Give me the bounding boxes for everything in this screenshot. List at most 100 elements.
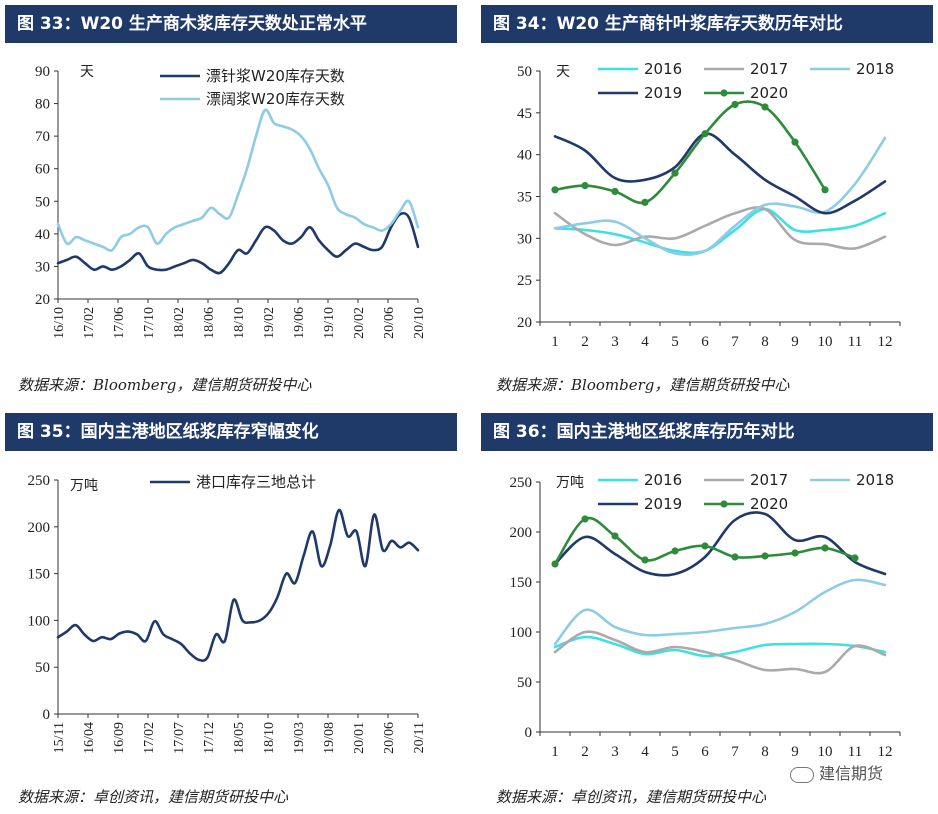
unit-label: 万吨 xyxy=(556,475,584,491)
unit-label: 天 xyxy=(80,64,94,80)
x-tick-label: 17/02 xyxy=(142,722,157,754)
unit-label: 天 xyxy=(556,64,570,80)
y-tick-label: 150 xyxy=(510,575,533,591)
x-tick-label: 17/10 xyxy=(142,307,157,339)
x-tick-label: 18/10 xyxy=(232,307,247,339)
x-tick-label: 18/10 xyxy=(262,722,277,754)
legend-label: 2019 xyxy=(644,84,682,102)
legend-label: 漂针浆W20库存天数 xyxy=(206,67,345,85)
x-tick-label: 2 xyxy=(581,334,589,350)
x-tick-label: 10 xyxy=(818,334,833,350)
data-point-2020 xyxy=(671,169,679,177)
y-tick-label: 25 xyxy=(517,273,532,289)
x-tick-label: 11 xyxy=(848,334,862,350)
series-line-2020 xyxy=(553,100,827,205)
x-tick-label: 19/08 xyxy=(322,722,337,754)
data-point-2020 xyxy=(731,553,739,561)
x-tick-label: 19/06 xyxy=(292,307,307,339)
x-tick-label: 12 xyxy=(878,744,893,760)
series-line-漂针浆W20库存天数 xyxy=(56,211,420,275)
chart-33: 20 30 40 50 60 70 80 90 天 16/10 17/02 17/06 17/10 18/… xyxy=(35,64,427,339)
y-tick-label: 30 xyxy=(35,259,50,275)
y-tick-label: 90 xyxy=(35,64,50,80)
x-tick-label: 4 xyxy=(641,744,649,760)
x-tick-label: 17/06 xyxy=(112,307,127,339)
x-tick-label: 20/06 xyxy=(382,307,397,339)
y-tick-label: 40 xyxy=(35,227,50,243)
data-point-2020 xyxy=(701,130,709,138)
x-tick-label: 8 xyxy=(761,334,769,350)
legend-label: 2016 xyxy=(644,471,682,489)
data-point-2020 xyxy=(851,554,859,562)
x-tick-label: 3 xyxy=(611,744,619,760)
x-tick-label: 16/04 xyxy=(82,722,97,754)
legend-label: 2018 xyxy=(856,471,894,489)
y-tick-label: 100 xyxy=(510,625,533,641)
data-point-2020 xyxy=(641,556,649,564)
series-line-漂阔浆W20库存天数 xyxy=(56,108,420,252)
chart-title-34: 图 34：W20 生产商针叶浆库存天数历年对比 xyxy=(481,5,933,43)
x-tick-label: 16/10 xyxy=(52,307,67,339)
series-line-2019 xyxy=(553,511,887,577)
y-tick-label: 250 xyxy=(28,473,51,489)
x-tick-label: 18/05 xyxy=(232,722,247,754)
legend-label: 漂阔浆W20库存天数 xyxy=(206,90,345,108)
x-tick-label: 5 xyxy=(671,334,679,350)
y-tick-label: 250 xyxy=(510,475,533,491)
x-tick-label: 20/01 xyxy=(352,722,367,754)
x-tick-label: 18/06 xyxy=(202,307,217,339)
data-point-2020 xyxy=(641,198,649,206)
legend-label: 2018 xyxy=(856,60,894,78)
data-point-2020 xyxy=(701,542,709,550)
y-tick-label: 80 xyxy=(35,97,50,113)
y-tick-label: 200 xyxy=(510,525,533,541)
x-tick-label: 6 xyxy=(701,334,709,350)
x-tick-label: 12 xyxy=(878,334,893,350)
x-tick-label: 1 xyxy=(551,744,559,760)
data-point-2020 xyxy=(671,547,679,555)
data-point-2020 xyxy=(551,560,559,568)
x-tick-label: 19/03 xyxy=(292,722,307,754)
legend-marker-2020 xyxy=(720,89,728,97)
x-tick-label: 17/12 xyxy=(202,722,217,754)
x-tick-label: 9 xyxy=(791,744,799,760)
series-line-2017 xyxy=(553,206,887,250)
data-point-2020 xyxy=(761,103,769,111)
legend-label: 2020 xyxy=(750,84,788,102)
x-tick-label: 7 xyxy=(731,744,739,760)
data-point-2020 xyxy=(611,187,619,196)
chart-title-33: 图 33：W20 生产商木浆库存天数处正常水平 xyxy=(5,5,457,43)
x-tick-label: 17/02 xyxy=(82,307,97,339)
x-tick-label: 8 xyxy=(761,744,769,760)
data-point-2020 xyxy=(821,186,829,194)
unit-label: 万吨 xyxy=(70,478,98,494)
legend-marker-2020 xyxy=(720,500,728,508)
y-tick-label: 100 xyxy=(28,613,51,629)
source-note-36: 数据来源：卓创资讯，建信期货研投中心 xyxy=(496,788,767,806)
x-tick-label: 16/09 xyxy=(112,722,127,754)
source-note-35: 数据来源：卓创资讯，建信期货研投中心 xyxy=(18,788,289,806)
chart-title-35: 图 35：国内主港地区纸浆库存窄幅变化 xyxy=(5,413,457,451)
series-line-2018 xyxy=(553,136,887,257)
series-line-2016 xyxy=(553,635,887,658)
y-tick-label: 60 xyxy=(35,162,50,178)
data-point-2020 xyxy=(581,182,589,190)
x-tick-label: 19/10 xyxy=(322,307,337,339)
series-line-2017 xyxy=(553,630,887,675)
legend-label: 2017 xyxy=(750,60,788,78)
x-tick-label: 20/10 xyxy=(412,307,427,339)
y-tick-label: 50 xyxy=(517,675,532,691)
x-tick-label: 20/06 xyxy=(382,722,397,754)
y-tick-label: 50 xyxy=(35,660,50,676)
legend-label: 2019 xyxy=(644,495,682,513)
y-tick-label: 20 xyxy=(35,292,50,308)
x-tick-label: 2 xyxy=(581,744,589,760)
x-tick-label: 1 xyxy=(551,334,559,350)
series-line-港口库存三地总计 xyxy=(56,508,420,662)
chart-title-36: 图 36：国内主港地区纸浆库存历年对比 xyxy=(481,413,933,451)
series-line-2016 xyxy=(553,207,887,255)
x-tick-label: 4 xyxy=(641,334,649,350)
watermark: 建信期货 xyxy=(790,760,883,784)
legend-label: 2020 xyxy=(750,495,788,513)
